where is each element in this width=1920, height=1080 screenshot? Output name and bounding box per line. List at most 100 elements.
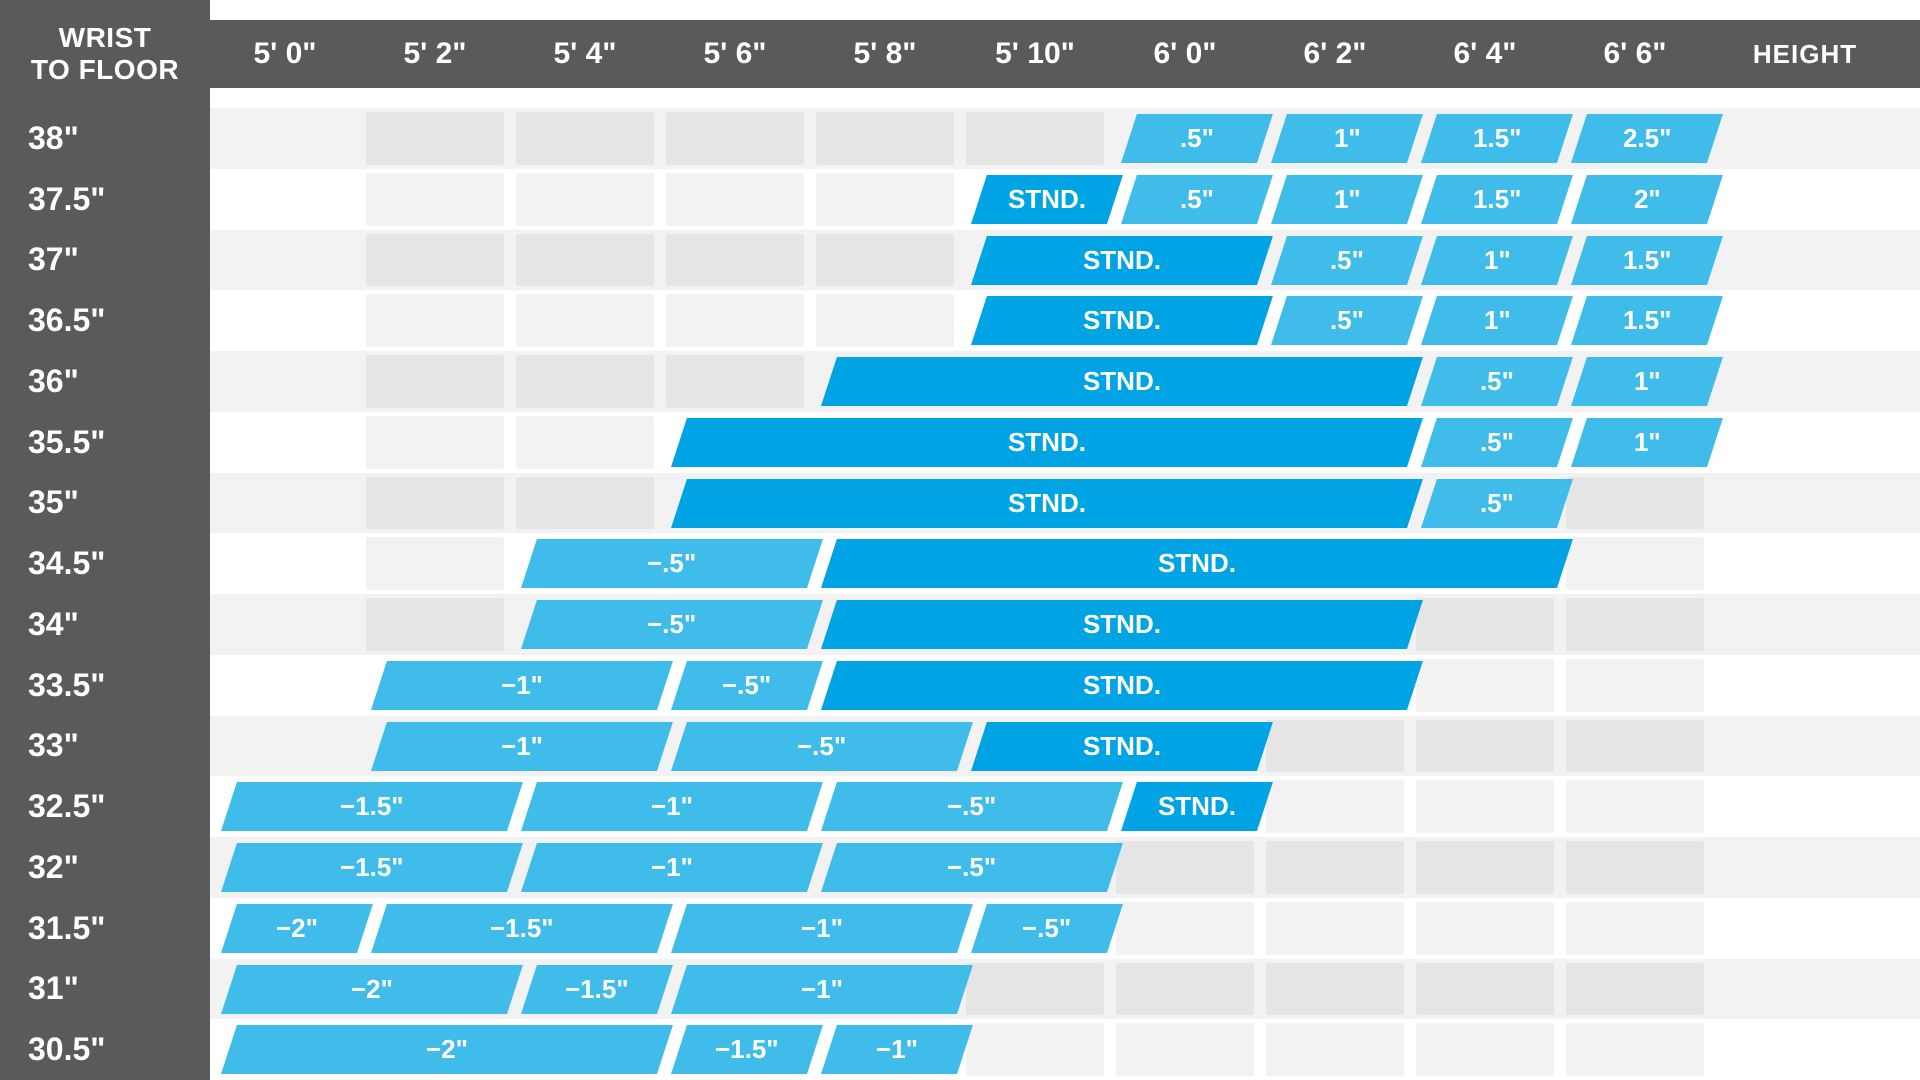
grid-cell: [1560, 473, 1710, 534]
row-label: 35": [0, 473, 210, 534]
row-label: 37": [0, 230, 210, 291]
col-header: 5' 8": [810, 37, 960, 71]
grid-cell: [210, 898, 360, 959]
row-label: 33": [0, 716, 210, 777]
grid-cell: [1260, 776, 1410, 837]
grid-cell: [210, 716, 360, 777]
grid-cell: [660, 169, 810, 230]
grid-row: [210, 655, 1920, 716]
grid-cell: [1560, 959, 1710, 1020]
grid-cell: [1110, 230, 1260, 291]
grid-cell: [1560, 716, 1710, 777]
row-label: 37.5": [0, 169, 210, 230]
grid-cell: [360, 1019, 510, 1080]
row-label: 32.5": [0, 776, 210, 837]
grid-row: [210, 837, 1920, 898]
grid-cell: [360, 351, 510, 412]
grid-cell: [960, 533, 1110, 594]
grid-cell: [810, 898, 960, 959]
grid-cell: [660, 473, 810, 534]
grid-row: [210, 290, 1920, 351]
grid-cell: [1260, 959, 1410, 1020]
grid-cell: [210, 1019, 360, 1080]
grid-cell: [1710, 716, 1920, 777]
grid-cell: [960, 230, 1110, 291]
header-line1: WRIST: [59, 22, 152, 54]
grid-cell: [1710, 230, 1920, 291]
grid-cell: [660, 776, 810, 837]
row-label: 33.5": [0, 655, 210, 716]
grid-cell: [510, 169, 660, 230]
grid-cell: [1110, 533, 1260, 594]
grid-cell: [1110, 594, 1260, 655]
grid-cell: [510, 473, 660, 534]
wrist-to-floor-header: WRIST TO FLOOR: [0, 0, 210, 108]
grid-row: [210, 108, 1920, 169]
grid-cell: [1560, 1019, 1710, 1080]
grid-cell: [1560, 412, 1710, 473]
left-sidebar: WRIST TO FLOOR 38"37.5"37"36.5"36"35.5"3…: [0, 0, 210, 1080]
grid-cell: [1260, 169, 1410, 230]
grid-cell: [210, 959, 360, 1020]
grid-row: [210, 230, 1920, 291]
grid-cell: [1410, 776, 1560, 837]
grid-cell: [1260, 533, 1410, 594]
grid-cell: [1710, 169, 1920, 230]
grid-cell: [660, 290, 810, 351]
grid-cell: [210, 594, 360, 655]
grid-cell: [210, 655, 360, 716]
row-label: 36.5": [0, 290, 210, 351]
grid-cell: [810, 108, 960, 169]
grid-cell: [210, 533, 360, 594]
grid-cell: [660, 655, 810, 716]
grid-row: [210, 594, 1920, 655]
row-label: 34.5": [0, 533, 210, 594]
grid-cell: [1710, 290, 1920, 351]
grid-cell: [660, 351, 810, 412]
grid-cell: [660, 230, 810, 291]
grid-cell: [1710, 533, 1920, 594]
grid-cell: [210, 412, 360, 473]
row-label: 30.5": [0, 1019, 210, 1080]
grid-cell: [960, 716, 1110, 777]
grid-cell: [960, 898, 1110, 959]
grid-cell: [660, 716, 810, 777]
grid-cell: [210, 169, 360, 230]
grid-cell: [1560, 108, 1710, 169]
row-label: 31.5": [0, 898, 210, 959]
row-label: 34": [0, 594, 210, 655]
grid-cell: [1710, 351, 1920, 412]
grid-cell: [1710, 1019, 1920, 1080]
grid-cell: [1710, 655, 1920, 716]
grid-cell: [1110, 351, 1260, 412]
grid-cell: [1410, 1019, 1560, 1080]
grid-cell: [1110, 655, 1260, 716]
col-header: 5' 4": [510, 37, 660, 71]
grid-cell: [660, 959, 810, 1020]
grid-cell: [360, 716, 510, 777]
grid-cell: [1410, 594, 1560, 655]
grid-cell: [660, 108, 810, 169]
grid-cell: [1710, 776, 1920, 837]
col-header: 5' 0": [210, 37, 360, 71]
grid-cell: [360, 837, 510, 898]
grid-cell: [1410, 837, 1560, 898]
grid-cell: [810, 594, 960, 655]
grid-cell: [360, 290, 510, 351]
grid-cell: [1110, 1019, 1260, 1080]
grid-cell: [510, 837, 660, 898]
row-label: 36": [0, 351, 210, 412]
grid-cell: [1560, 776, 1710, 837]
grid-cell: [1260, 351, 1410, 412]
grid-cell: [810, 230, 960, 291]
row-label: 38": [0, 108, 210, 169]
grid-row: [210, 1019, 1920, 1080]
grid-row: [210, 351, 1920, 412]
grid-cell: [1110, 473, 1260, 534]
grid-cell: [960, 776, 1110, 837]
col-header: 5' 10": [960, 37, 1110, 71]
grid-cell: [660, 837, 810, 898]
col-header: 6' 4": [1410, 37, 1560, 71]
grid-cell: [810, 655, 960, 716]
background-grid: [210, 108, 1920, 1080]
